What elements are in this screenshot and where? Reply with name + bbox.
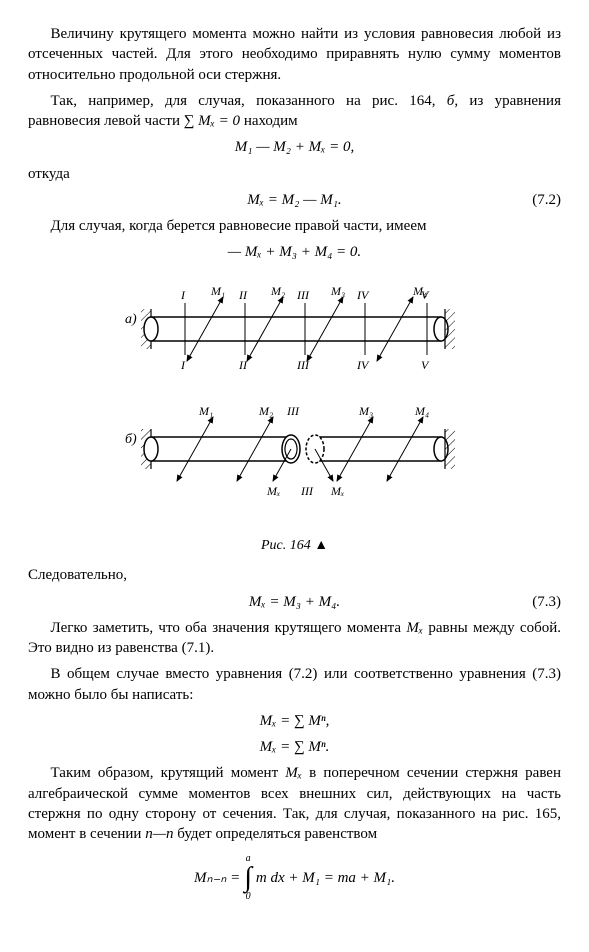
inline-equation: ∑ Mₓ = 0 [184, 113, 240, 129]
svg-text:I: I [180, 288, 186, 302]
paragraph: Так, например, для случая, показанного н… [28, 91, 561, 132]
integral-symbol: a ∫ 0 [244, 854, 252, 902]
equation: M₁ — M₂ + Mₓ = 0, [28, 137, 561, 157]
svg-text:I: I [180, 358, 186, 372]
shaft-diagram: а) I I M₁ II II [95, 273, 495, 533]
svg-text:M₄: M₄ [414, 404, 429, 418]
svg-text:M₁: M₁ [198, 404, 213, 418]
equation: Mₓ = ∑ Mⁿ. [28, 737, 561, 757]
aside-word: откуда [28, 164, 561, 184]
figure-caption: Рис. 164 ▲ [28, 537, 561, 556]
paragraph: Следовательно, [28, 565, 561, 585]
equation-body: Mₓ = M₂ — M₁. [247, 192, 341, 208]
equation-numbered: Mₓ = M₂ — M₁. (7.2) [28, 190, 561, 210]
equation-body: M₁ — M₂ + Mₓ = 0, [235, 139, 355, 155]
equation-integral: Mₙ₋ₙ = a ∫ 0 m dx + M₁ = ma + M₁. [28, 854, 561, 902]
svg-text:III: III [300, 484, 314, 498]
svg-text:M₂: M₂ [270, 284, 285, 298]
equation-body: Mₓ = ∑ Mⁿ, [260, 713, 330, 729]
paragraph: Таким образом, крутящий момент Mₓ в попе… [28, 763, 561, 844]
figure-164: а) I I M₁ II II [28, 273, 561, 533]
paragraph: В общем случае вместо уравнения (7.2) ил… [28, 664, 561, 705]
fig-label-a: а) [125, 312, 137, 327]
svg-text:Mₓ: Mₓ [330, 484, 344, 498]
svg-text:V: V [421, 288, 430, 302]
equation-number: (7.2) [532, 190, 561, 210]
svg-text:II: II [238, 288, 248, 302]
svg-text:III: III [296, 288, 310, 302]
text-italic: n—n [145, 826, 173, 842]
equation-body: Mₓ = M₃ + M₄. [249, 594, 340, 610]
svg-text:M₃: M₃ [358, 404, 373, 418]
equation: Mₓ = ∑ Mⁿ, [28, 711, 561, 731]
svg-text:IV: IV [356, 288, 370, 302]
text: находим [240, 113, 298, 129]
fig-label-b: б) [125, 432, 137, 447]
equation-number: (7.3) [532, 592, 561, 612]
integral-lhs: Mₙ₋ₙ = [194, 868, 240, 888]
equation-body: — Mₓ + M₃ + M₄ = 0. [228, 244, 361, 260]
equation-numbered: Mₓ = M₃ + M₄. (7.3) [28, 592, 561, 612]
paragraph: Для случая, когда берется равновесие пра… [28, 216, 561, 236]
inline-equation: Mₓ [406, 620, 423, 636]
svg-text:M₃: M₃ [330, 284, 345, 298]
integral-lower: 0 [246, 892, 251, 902]
text: Легко заметить, что оба значения крутяще… [51, 620, 407, 636]
svg-text:Mₓ: Mₓ [266, 484, 280, 498]
integral-integrand: m dx + M₁ = ma + M₁. [256, 868, 395, 888]
svg-text:III: III [286, 404, 300, 418]
svg-text:II: II [238, 358, 248, 372]
equation: — Mₓ + M₃ + M₄ = 0. [28, 242, 561, 262]
svg-text:V: V [421, 358, 430, 372]
caption-text: Рис. 164 [261, 538, 311, 553]
text: Таким образом, крутящий момент [51, 765, 286, 781]
triangle-icon: ▲ [314, 538, 328, 553]
text: будет определяться равенством [174, 826, 378, 842]
paragraph: Легко заметить, что оба значения крутяще… [28, 618, 561, 659]
svg-text:IV: IV [356, 358, 370, 372]
equation-body: Mₓ = ∑ Mⁿ. [260, 739, 330, 755]
paragraph: Величину крутящего момента можно найти и… [28, 24, 561, 85]
svg-text:M₂: M₂ [258, 404, 273, 418]
svg-text:M₁: M₁ [210, 284, 225, 298]
inline-equation: Mₓ [285, 765, 302, 781]
text: Так, например, для случая, показанного н… [51, 93, 447, 109]
